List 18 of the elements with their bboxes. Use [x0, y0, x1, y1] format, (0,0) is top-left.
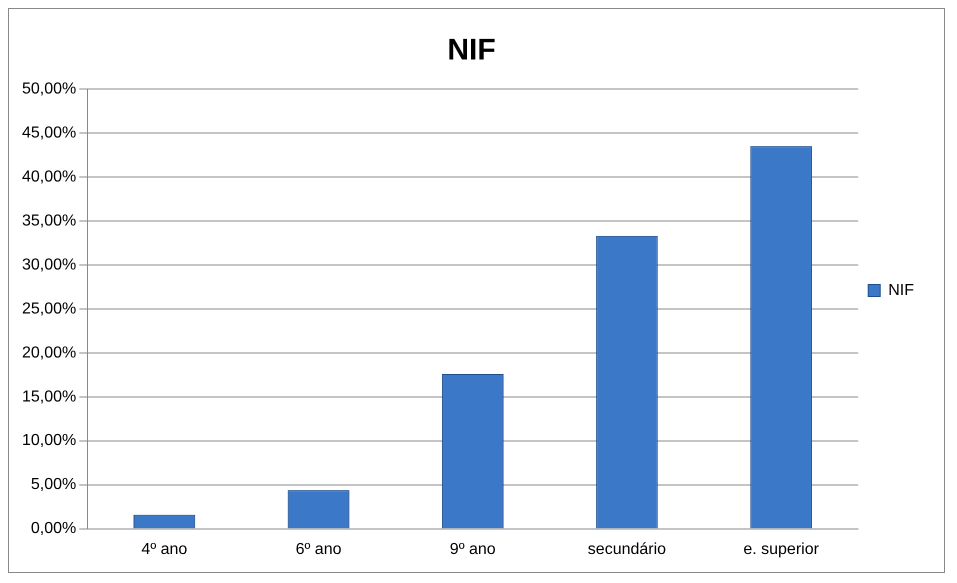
legend-label: NIF: [888, 282, 914, 299]
y-tick-label: 50,00%: [22, 80, 76, 98]
x-tick-label: 9º ano: [450, 540, 496, 558]
y-tick-label: 0,00%: [30, 520, 76, 538]
chart-title: NIF: [447, 33, 496, 66]
y-tick-label: 35,00%: [22, 212, 76, 230]
x-tick-label: secundário: [588, 540, 666, 558]
x-tick-label: e. superior: [743, 540, 820, 558]
y-tick-label: 45,00%: [22, 124, 76, 142]
y-tick-label: 15,00%: [22, 388, 76, 406]
y-tick-label: 25,00%: [22, 300, 76, 318]
y-tick-label: 20,00%: [22, 344, 76, 362]
x-tick-label: 4º ano: [141, 540, 188, 558]
y-tick-label: 10,00%: [22, 432, 76, 450]
y-tick-label: 40,00%: [22, 168, 76, 186]
x-tick-label: 6º ano: [296, 540, 342, 558]
y-tick-label: 30,00%: [22, 256, 76, 274]
y-tick-label: 5,00%: [30, 476, 76, 494]
